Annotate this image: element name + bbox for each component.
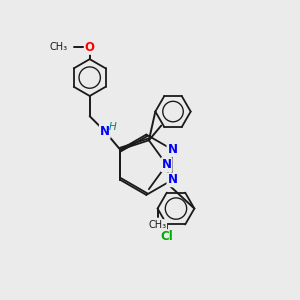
Text: Cl: Cl — [160, 230, 173, 243]
Text: N: N — [167, 173, 178, 186]
Text: CH₃: CH₃ — [50, 42, 68, 52]
Text: N: N — [100, 125, 110, 138]
Text: CH₃: CH₃ — [148, 220, 166, 230]
Text: N: N — [167, 143, 178, 156]
Text: O: O — [85, 41, 95, 54]
Text: N: N — [162, 158, 172, 171]
Text: H: H — [109, 122, 117, 132]
